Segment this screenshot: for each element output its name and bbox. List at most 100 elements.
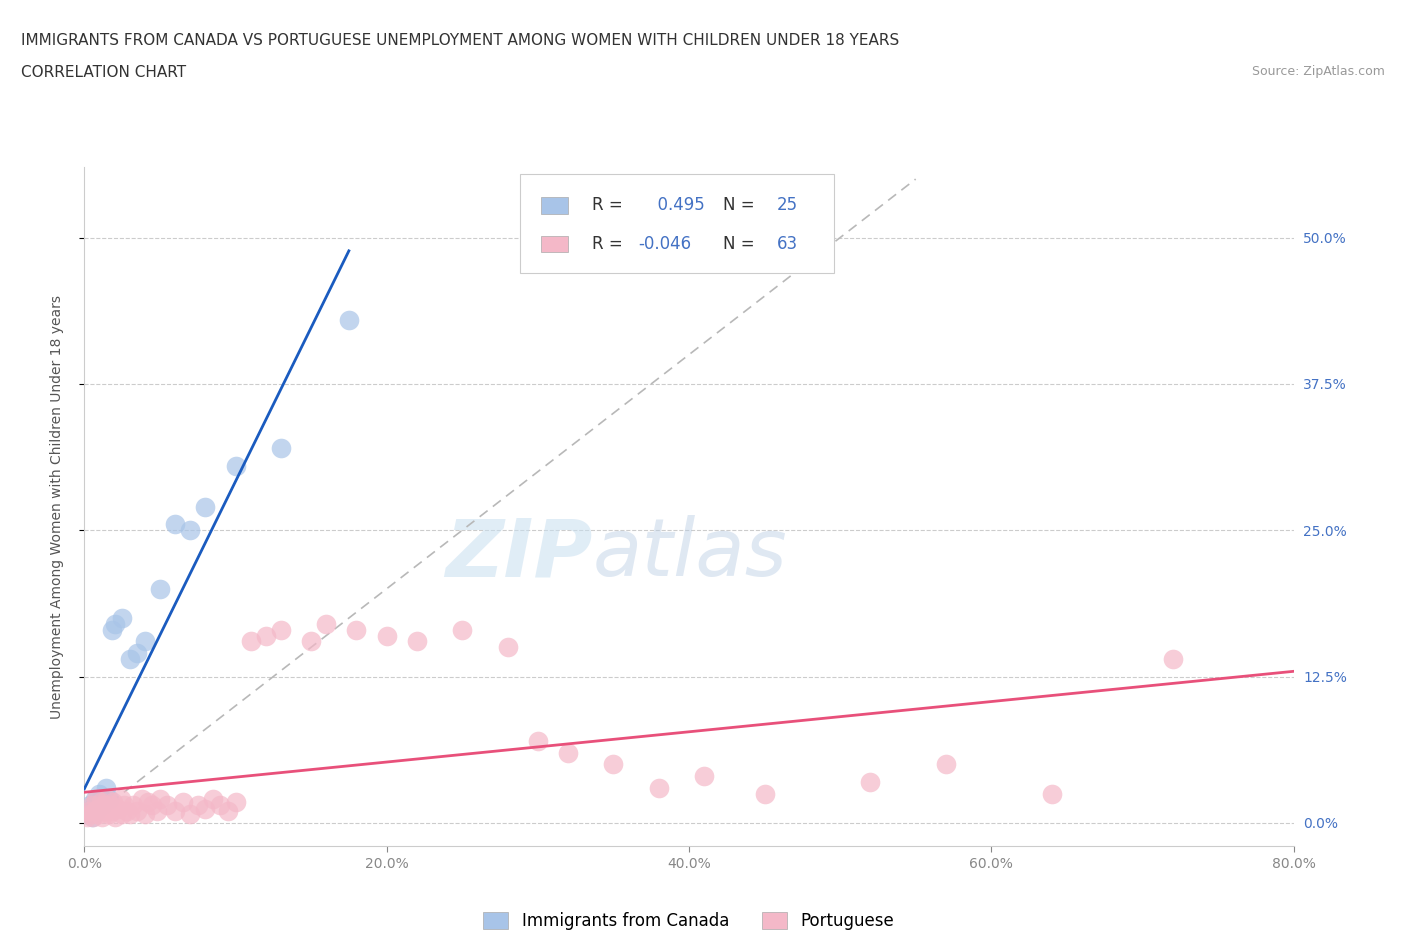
Point: [118, 652, 141, 667]
Text: -0.046: -0.046: [638, 235, 692, 253]
Point: [527, 734, 550, 749]
Text: 0.495: 0.495: [647, 196, 704, 215]
Point: [84, 804, 107, 818]
Point: [91, 810, 114, 825]
Point: [165, 517, 187, 532]
Point: [141, 798, 163, 813]
Point: [104, 617, 127, 631]
Point: [100, 804, 122, 818]
Point: [1040, 786, 1063, 801]
Point: [118, 806, 141, 821]
FancyBboxPatch shape: [541, 236, 568, 252]
Point: [76, 810, 98, 825]
Text: 25: 25: [778, 196, 799, 215]
Text: R =: R =: [592, 235, 623, 253]
Point: [187, 798, 209, 813]
Point: [82, 810, 104, 825]
Point: [111, 611, 134, 626]
Point: [76, 804, 98, 818]
Point: [80, 810, 103, 825]
Point: [82, 802, 104, 817]
Text: atlas: atlas: [592, 515, 787, 593]
Point: [89, 806, 111, 821]
Point: [84, 792, 107, 807]
Point: [225, 458, 247, 473]
Point: [179, 806, 201, 821]
Point: [146, 804, 169, 818]
FancyBboxPatch shape: [541, 197, 568, 214]
Point: [165, 804, 187, 818]
Point: [79, 798, 101, 813]
Point: [110, 792, 132, 807]
Text: R =: R =: [592, 196, 623, 215]
Point: [91, 798, 114, 813]
Point: [98, 798, 121, 813]
Point: [94, 804, 117, 818]
Text: N =: N =: [723, 235, 755, 253]
Point: [859, 775, 882, 790]
Point: [112, 798, 135, 813]
FancyBboxPatch shape: [520, 174, 834, 272]
Point: [115, 804, 138, 818]
Point: [79, 806, 101, 821]
Point: [209, 798, 232, 813]
Text: CORRELATION CHART: CORRELATION CHART: [21, 65, 186, 80]
Point: [270, 441, 292, 456]
Point: [406, 634, 429, 649]
Point: [149, 581, 172, 596]
Point: [693, 768, 716, 783]
Point: [156, 798, 179, 813]
Point: [87, 794, 110, 809]
Point: [87, 802, 110, 817]
Point: [935, 757, 957, 772]
Point: [375, 628, 398, 643]
Y-axis label: Unemployment Among Women with Children Under 18 years: Unemployment Among Women with Children U…: [49, 295, 63, 719]
Point: [648, 780, 671, 795]
Text: IMMIGRANTS FROM CANADA VS PORTUGUESE UNEMPLOYMENT AMONG WOMEN WITH CHILDREN UNDE: IMMIGRANTS FROM CANADA VS PORTUGUESE UNE…: [21, 33, 900, 47]
Point: [1161, 652, 1184, 667]
Point: [127, 804, 149, 818]
Legend: Immigrants from Canada, Portuguese: Immigrants from Canada, Portuguese: [477, 906, 901, 930]
Point: [194, 802, 217, 817]
Point: [104, 810, 127, 825]
Point: [194, 499, 217, 514]
Text: ZIP: ZIP: [444, 515, 592, 593]
Point: [496, 640, 519, 655]
Point: [94, 780, 117, 795]
Point: [131, 792, 153, 807]
Point: [86, 792, 108, 807]
Point: [201, 792, 224, 807]
Point: [77, 806, 100, 821]
Point: [100, 622, 122, 637]
Point: [217, 804, 239, 818]
Point: [602, 757, 624, 772]
Point: [337, 312, 360, 327]
Point: [89, 786, 111, 801]
Text: N =: N =: [723, 196, 755, 215]
Point: [136, 794, 159, 809]
Point: [90, 794, 112, 809]
Point: [149, 792, 172, 807]
Point: [97, 806, 120, 821]
Point: [127, 645, 149, 660]
Text: Source: ZipAtlas.com: Source: ZipAtlas.com: [1251, 65, 1385, 78]
Point: [96, 792, 118, 807]
Point: [451, 622, 474, 637]
Point: [101, 794, 124, 809]
Point: [239, 634, 262, 649]
Point: [557, 745, 579, 760]
Point: [172, 794, 194, 809]
Point: [134, 634, 156, 649]
Point: [80, 798, 103, 813]
Point: [107, 802, 129, 817]
Point: [86, 804, 108, 818]
Point: [179, 523, 201, 538]
Point: [270, 622, 292, 637]
Point: [254, 628, 277, 643]
Point: [225, 794, 247, 809]
Point: [97, 792, 120, 807]
Point: [134, 806, 156, 821]
Text: 63: 63: [778, 235, 799, 253]
Point: [299, 634, 322, 649]
Point: [93, 798, 115, 813]
